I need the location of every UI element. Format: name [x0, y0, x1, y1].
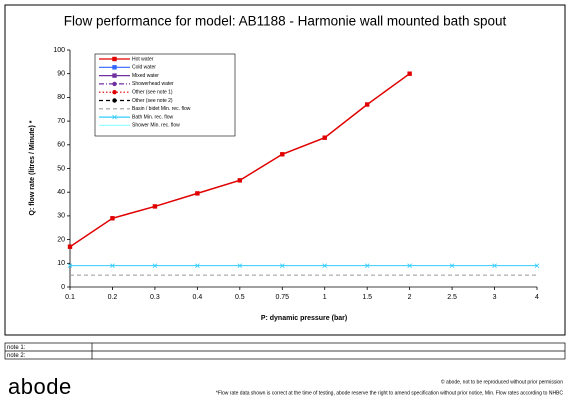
legend-label: Other (see note 1)	[132, 90, 173, 96]
legend-label: Hot water	[132, 56, 154, 62]
point	[237, 263, 243, 268]
x-tick-label: 1.5	[362, 294, 372, 301]
legend-label: Basin / bidet Min. rec. flow	[132, 106, 191, 112]
point	[67, 263, 73, 268]
point	[112, 73, 117, 78]
disclaimer: *Flow rate data shown is correct at the …	[216, 390, 563, 396]
x-tick-label: 4	[535, 294, 539, 301]
legend-label: Shower Min. rec. flow	[132, 123, 180, 129]
notes-table: note 1: note 2:	[4, 342, 566, 360]
point	[407, 263, 412, 268]
point	[112, 98, 117, 103]
point	[279, 263, 285, 268]
chart-title: Flow performance for model: AB1188 - Har…	[64, 14, 507, 29]
point	[152, 263, 158, 268]
point	[195, 263, 200, 268]
note-label: note 1:	[7, 345, 26, 351]
point	[110, 216, 115, 221]
x-tick-label: 0.75	[275, 294, 289, 301]
y-tick-label: 20	[57, 236, 65, 243]
x-tick-label: 1	[323, 294, 327, 301]
plot-area: 0 10 20 30 40 50 60 70 80 90 100 0.1 0.2 0.3 0.4 0.5 0.7…	[53, 47, 540, 301]
chart-frame	[4, 4, 566, 336]
y-tick-label: 30	[57, 213, 65, 220]
x-tick-label: 2	[408, 294, 412, 301]
x-tick-label: 0.1	[65, 294, 75, 301]
point	[322, 135, 327, 140]
point	[364, 263, 370, 268]
copyright: © abode, not to be reproduced without pr…	[441, 378, 563, 385]
legend-label: Other (see note 2)	[132, 98, 173, 104]
point	[112, 90, 117, 95]
point	[112, 81, 117, 87]
point	[364, 102, 370, 107]
legend-label: Mixed water	[132, 73, 159, 79]
legend-label: Bath Min. rec. flow	[132, 114, 174, 120]
point	[492, 263, 497, 268]
point	[112, 114, 117, 120]
x-tick-label: 3	[493, 294, 497, 301]
point	[110, 263, 115, 268]
y-tick-label: 100	[53, 47, 65, 54]
point	[67, 244, 73, 249]
x-tick-label: 0.3	[150, 294, 160, 301]
x-tick-label: 2.5	[447, 294, 457, 301]
point	[195, 191, 200, 196]
point	[534, 263, 540, 268]
y-tick-label: 60	[57, 142, 65, 149]
legend-label: Showerhead water	[132, 81, 174, 87]
y-tick-label: 40	[57, 189, 65, 196]
point	[112, 65, 117, 70]
point	[322, 263, 328, 268]
logo: abode	[8, 374, 72, 399]
y-tick-label: 50	[57, 165, 65, 172]
y-tick-label: 70	[57, 118, 65, 125]
point	[449, 263, 455, 268]
point	[152, 204, 158, 209]
point	[407, 71, 412, 76]
y-tick-label: 10	[57, 260, 65, 267]
point	[280, 152, 285, 157]
y-tick-label: 90	[57, 71, 65, 78]
legend-label: Cold water	[132, 65, 156, 71]
x-tick-label: 0.4	[192, 294, 202, 301]
legend: Hot water Cold water Mixed water Showerhead…	[94, 53, 236, 137]
note-label: note 2:	[7, 353, 26, 359]
x-axis-label: P: dynamic pressure (bar)	[261, 315, 347, 322]
x-tick-label: 0.5	[235, 294, 245, 301]
point	[237, 178, 243, 183]
point	[112, 56, 117, 62]
x-tick-label: 0.2	[108, 294, 118, 301]
y-tick-label: 0	[61, 284, 65, 291]
y-axis-label: Q: flow rate (litres / Minute) *	[29, 120, 36, 215]
y-tick-label: 80	[57, 94, 65, 101]
